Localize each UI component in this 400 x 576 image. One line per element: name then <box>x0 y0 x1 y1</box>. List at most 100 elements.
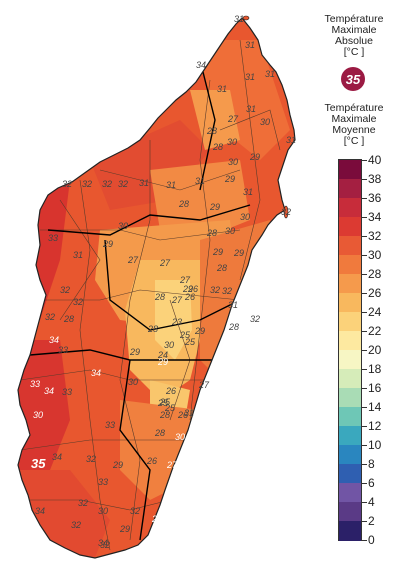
colorbar-tick-mark <box>362 293 367 294</box>
region-value-label: 29 <box>151 514 162 524</box>
region-value-label: 30 <box>240 212 250 222</box>
colorbar-tick-mark <box>362 217 367 218</box>
region-value-label: 32 <box>281 207 291 217</box>
region-value-label: 31 <box>184 408 194 418</box>
region-value-label: 33 <box>30 379 40 389</box>
colorbar-tick-label: 20 <box>368 343 382 357</box>
colorbar-tick-label: 8 <box>368 457 375 471</box>
colorbar-segment <box>339 331 361 351</box>
colorbar-tick-mark <box>362 521 367 522</box>
legend-mean-title: Température Maximale Moyenne [°C ] <box>308 103 400 147</box>
colorbar-tick-mark <box>362 274 367 275</box>
colorbar-segment <box>339 426 361 446</box>
region-value-label: 34 <box>98 538 108 548</box>
legend-mean-title-line: Moyenne <box>332 124 376 136</box>
district-boundaries <box>19 39 281 551</box>
colorbar-tick-label: 0 <box>368 533 375 547</box>
colorbar-tick-mark <box>362 369 367 370</box>
region-value-label: 29 <box>249 152 260 162</box>
region-value-label: 32 <box>82 179 92 189</box>
colorbar-tick-label: 12 <box>368 419 382 433</box>
legend-mean-title-line: Température <box>324 102 384 114</box>
legend-absolute-title: Température Maximale Absolue [°C ] <box>308 14 400 58</box>
region-value-label: 25 <box>164 403 176 413</box>
region-value-label: 28 <box>206 228 217 238</box>
region-value-label: 34 <box>52 452 62 462</box>
region-value-label: 27 <box>159 258 171 268</box>
region-value-label: 30 <box>227 137 237 147</box>
colorbar-tick-mark <box>362 350 367 351</box>
region-value-label: 31 <box>265 69 275 79</box>
region-value-label: 30 <box>98 506 108 516</box>
region-value-label: 31 <box>73 250 83 260</box>
region-value-label: 29 <box>102 239 113 249</box>
region-value-label: 28 <box>228 322 239 332</box>
colorbar-tick-mark <box>362 179 367 180</box>
colorbar-tick-label: 32 <box>368 229 382 243</box>
region-value-label: 27 <box>127 255 139 265</box>
colorbar-segment <box>339 483 361 503</box>
region-value-label: 31 <box>217 84 227 94</box>
region-value-label: 32 <box>250 314 260 324</box>
legend-mean-title-line: Maximale <box>331 113 377 125</box>
legend-absolute-title-line: [°C ] <box>343 46 365 58</box>
region-value-label: 28 <box>216 263 227 273</box>
region-value-label: 31 <box>139 178 149 188</box>
colorbar-segment <box>339 198 361 218</box>
colorbar-segment <box>339 160 361 180</box>
region-value-label: 33 <box>58 345 68 355</box>
region-value-label: 32 <box>118 179 128 189</box>
colorbar-tick-label: 38 <box>368 172 382 186</box>
colorbar-tick-mark <box>362 445 367 446</box>
region-value-label: 29 <box>157 357 168 367</box>
colorbar-tick-label: 34 <box>368 210 382 224</box>
region-value-label: 33 <box>105 420 115 430</box>
legend-absolute-title-line: Maximale <box>331 24 377 36</box>
region-value-label: 29 <box>119 524 130 534</box>
colorbar-tick-label: 36 <box>368 191 382 205</box>
colorbar-tick-label: 26 <box>368 286 382 300</box>
colorbar-tick-mark <box>362 426 367 427</box>
region-value-label: 30 <box>228 157 238 167</box>
region-value-label: 29 <box>233 248 244 258</box>
region-value-label: 33 <box>98 477 108 487</box>
absolute-max-point-label: 35 <box>31 456 46 471</box>
region-value-label: 28 <box>154 428 165 438</box>
colorbar-tick-label: 30 <box>368 248 382 262</box>
colorbar-segment <box>339 293 361 313</box>
region-value-label: 31 <box>286 135 296 145</box>
region-value-label: 31 <box>234 14 244 24</box>
zone-central-north <box>150 160 250 240</box>
temperature-zones <box>18 40 290 558</box>
colorbar-segment <box>339 521 361 541</box>
region-value-label: 28 <box>147 324 158 334</box>
region-value-label: 32 <box>100 540 110 550</box>
region-value-label: 29 <box>212 247 223 257</box>
region-value-label: 31 <box>245 40 255 50</box>
colorbar-tick-label: 10 <box>368 438 382 452</box>
colorbar-segment <box>339 179 361 199</box>
region-value-label: 25 <box>157 398 169 408</box>
region-value-label: 32 <box>71 520 81 530</box>
region-value-label: 34 <box>49 335 59 345</box>
region-value-label: 26 <box>165 386 176 396</box>
islet <box>283 205 289 219</box>
colorbar-tick-label: 16 <box>368 381 382 395</box>
region-value-label: 29 <box>224 174 235 184</box>
legend-absolute-title-line: Absolue <box>335 35 373 47</box>
colorbar-tick-mark <box>362 198 367 199</box>
region-value-label: 32 <box>210 285 220 295</box>
colorbar-tick-mark <box>362 255 367 256</box>
region-value-label: 26 <box>146 456 157 466</box>
province-boundaries <box>29 59 251 541</box>
colorbar-tick-mark <box>362 502 367 503</box>
colorbar-segment <box>339 274 361 294</box>
region-value-label: 27 <box>179 275 191 285</box>
region-value-label: 31 <box>166 180 176 190</box>
region-value-label: 32 <box>222 286 232 296</box>
colorbar-segment <box>339 236 361 256</box>
region-value-label: 30 <box>33 410 43 420</box>
colorbar-segment <box>339 312 361 332</box>
colorbar-tick-label: 6 <box>368 476 375 490</box>
region-value-label: 28 <box>159 410 170 420</box>
